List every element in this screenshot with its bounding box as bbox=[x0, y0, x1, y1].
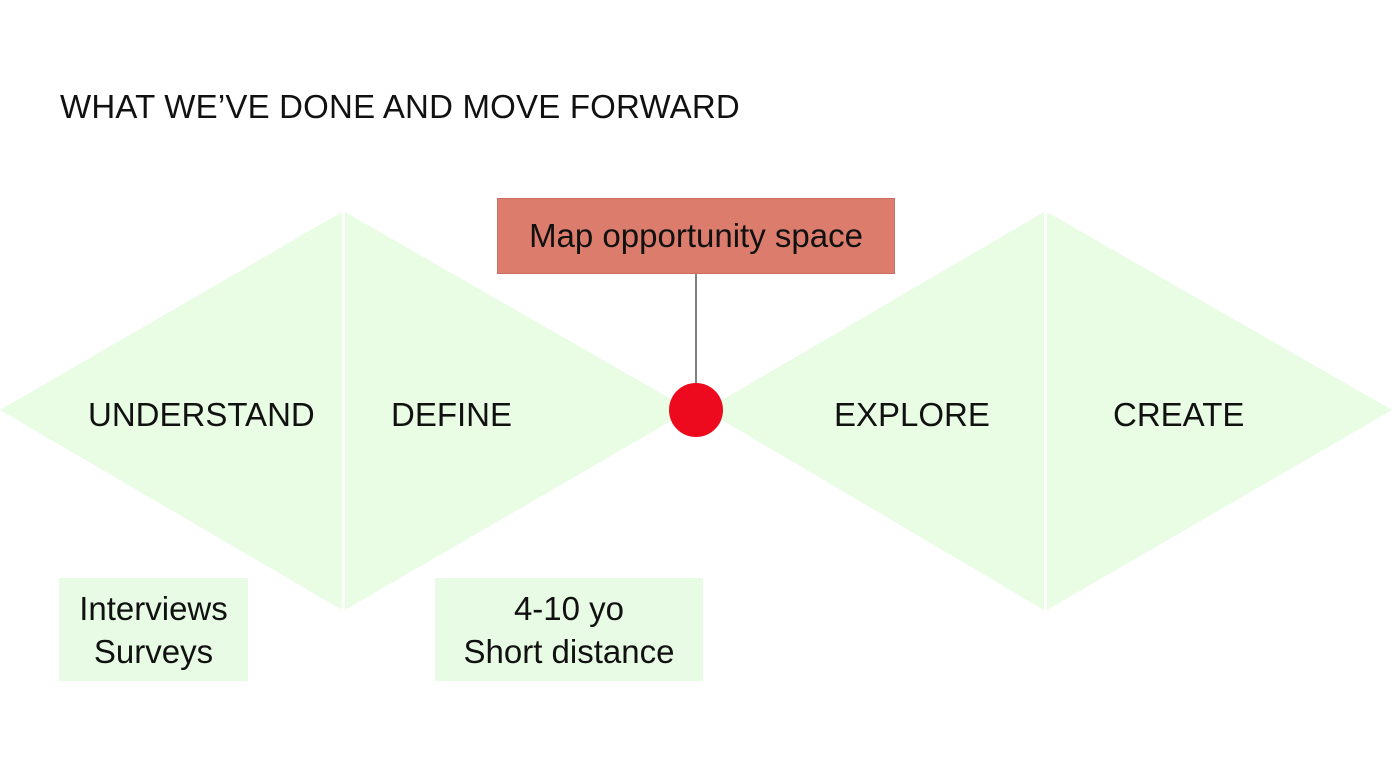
diamond-left-understand bbox=[0, 212, 342, 610]
phase-label-create: CREATE bbox=[1113, 396, 1245, 433]
current-position-marker bbox=[669, 383, 723, 437]
phase-label-understand: UNDERSTAND bbox=[88, 396, 315, 433]
note-box-define: 4-10 yo Short distance bbox=[435, 578, 703, 681]
note-line: 4-10 yo bbox=[513, 589, 625, 627]
diamond-right-explore bbox=[705, 212, 1044, 610]
note-box-understand: Interviews Surveys bbox=[59, 578, 248, 681]
callout-label: Map opportunity space bbox=[529, 217, 863, 254]
note-line: Interviews bbox=[79, 589, 228, 627]
note-line: Short distance bbox=[463, 632, 675, 670]
phase-label-define: DEFINE bbox=[391, 396, 513, 433]
phase-label-explore: EXPLORE bbox=[834, 396, 990, 433]
note-line: Surveys bbox=[93, 632, 214, 670]
diamond-left-define bbox=[345, 212, 690, 610]
diamond-right-create bbox=[1047, 212, 1392, 610]
callout-map-opportunity-space: Map opportunity space bbox=[497, 198, 895, 274]
slide-title: WHAT WE’VE DONE AND MOVE FORWARD bbox=[60, 88, 740, 125]
